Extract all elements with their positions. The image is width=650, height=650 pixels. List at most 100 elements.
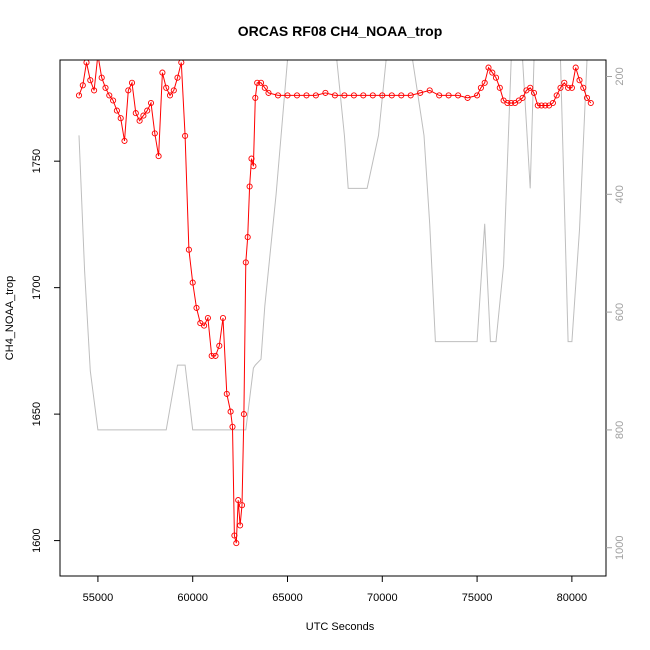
x-tick-label: 60000: [177, 592, 208, 604]
ch4-point: [235, 497, 242, 504]
ch4-point: [322, 89, 329, 96]
ch4-point: [212, 352, 219, 359]
ch4-point: [508, 99, 515, 107]
ch4-point: [407, 92, 414, 99]
x-tick-label: 70000: [367, 592, 398, 604]
ch4-point: [75, 92, 83, 99]
ch4-point: [136, 117, 143, 124]
ch4-point: [445, 92, 452, 99]
ch4-point: [227, 408, 234, 415]
right-tick-label: 600: [614, 303, 626, 321]
y-tick-label: 1650: [31, 402, 43, 426]
ch4-point: [534, 102, 541, 109]
ch4-point: [398, 92, 405, 99]
ch4-point: [242, 259, 249, 266]
ch4-point: [216, 342, 223, 349]
ch4-point: [436, 92, 443, 99]
ch4-point: [388, 92, 395, 99]
ch4-point: [113, 107, 120, 114]
x-axis-label: UTC Seconds: [306, 621, 375, 633]
ch4-point: [238, 502, 246, 509]
ch4-point: [572, 64, 579, 71]
ch4-point: [248, 155, 255, 162]
chart-title: ORCAS RF08 CH4_NOAA_trop: [238, 23, 443, 39]
ch4-point: [185, 246, 192, 253]
ch4-point: [350, 92, 357, 99]
ch4-point: [182, 132, 189, 139]
right-axis: 200 400 600 800 1000: [606, 67, 626, 560]
pressure-line: [78, 60, 591, 431]
ch4-point: [174, 74, 181, 81]
right-tick-label: 200: [614, 67, 626, 85]
ch4-point: [193, 304, 200, 311]
ch4-point: [128, 79, 136, 86]
ch4-point: [95, 52, 100, 57]
ch4-point: [369, 92, 376, 99]
ch4-point: [229, 423, 236, 430]
plot-frame: [59, 59, 607, 577]
ch4-point: [464, 94, 471, 101]
ch4-point: [474, 92, 481, 99]
ch4-point: [246, 183, 253, 190]
ch4-point: [549, 99, 556, 107]
ch4-point: [189, 279, 196, 286]
pressure-series: [78, 60, 591, 431]
ch4-point: [530, 89, 538, 96]
ch4-point: [504, 99, 511, 107]
ch4-point: [110, 97, 117, 104]
ch4-point: [542, 102, 549, 109]
right-tick-label: 800: [614, 421, 626, 439]
ch4-point: [231, 532, 238, 539]
ch4-point: [293, 92, 301, 99]
ch4-point: [527, 84, 534, 91]
ch4-point: [208, 352, 215, 359]
ch4-point: [261, 84, 268, 91]
ch4-point: [155, 153, 162, 160]
ch4-point: [140, 112, 147, 119]
ch4-point: [341, 92, 348, 99]
ch4-point: [274, 92, 282, 99]
x-axis: 55000 60000 65000 70000 75000 80000: [83, 576, 587, 604]
ch4-point: [87, 77, 94, 84]
right-tick-label: 400: [614, 185, 626, 203]
ch4-point: [580, 84, 587, 91]
ch4-line: [78, 60, 592, 544]
y-tick-label: 1700: [31, 275, 43, 299]
ch4-point: [379, 92, 386, 99]
ch4-point: [252, 94, 259, 101]
ch4-point: [250, 163, 257, 170]
ch4-point: [477, 84, 484, 91]
ch4-point: [204, 314, 211, 322]
ch4-point: [538, 102, 545, 109]
ch4-point: [303, 92, 310, 99]
ch4-point: [166, 92, 174, 99]
ch4-point: [219, 314, 227, 322]
ch4-point: [587, 99, 594, 107]
ch4-point: [576, 77, 583, 84]
y-tick-label: 1750: [31, 149, 43, 173]
ch4-point: [125, 87, 132, 94]
ch4-point: [102, 84, 109, 91]
ch4-point: [83, 60, 90, 66]
ch4-point: [98, 74, 105, 81]
ch4-point: [481, 79, 488, 86]
ch4-point: [121, 137, 128, 144]
ch4-point: [568, 84, 575, 91]
ch4-point: [417, 89, 424, 96]
ch4-point: [284, 92, 291, 99]
ch4-point: [489, 69, 496, 76]
ch4-point: [312, 92, 319, 99]
ch4-series: [75, 52, 594, 547]
ch4-point: [557, 84, 564, 91]
ch4-point: [147, 99, 155, 107]
y-axis-label: CH4_NOAA_trop: [4, 276, 16, 360]
ch4-point: [426, 87, 433, 94]
ch4-point: [233, 540, 240, 547]
ch4-point: [360, 92, 367, 99]
ch4-point: [561, 79, 568, 86]
ch4-point: [331, 92, 338, 99]
x-tick-label: 75000: [462, 592, 493, 604]
ch4-point: [117, 115, 124, 122]
ch4-point: [583, 94, 591, 101]
ch4-point: [455, 92, 462, 99]
